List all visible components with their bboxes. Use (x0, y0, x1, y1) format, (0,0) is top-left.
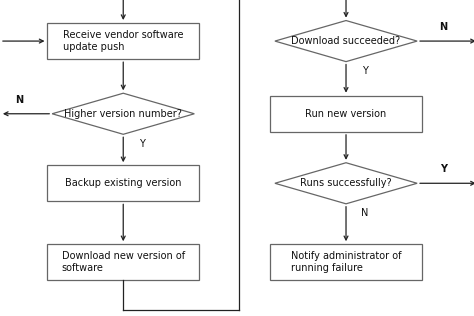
FancyBboxPatch shape (270, 95, 422, 132)
Text: N: N (361, 208, 369, 218)
Text: Runs successfully?: Runs successfully? (300, 178, 392, 188)
Polygon shape (275, 163, 417, 204)
FancyBboxPatch shape (270, 244, 422, 281)
FancyBboxPatch shape (47, 165, 199, 202)
FancyBboxPatch shape (47, 244, 199, 281)
Text: N: N (15, 94, 23, 105)
FancyBboxPatch shape (47, 23, 199, 59)
Text: Receive vendor software
update push: Receive vendor software update push (63, 30, 183, 52)
Text: Backup existing version: Backup existing version (65, 178, 182, 188)
Text: Run new version: Run new version (305, 109, 387, 119)
Polygon shape (275, 21, 417, 62)
Text: Download succeeded?: Download succeeded? (292, 36, 401, 46)
Text: Download new version of
software: Download new version of software (62, 251, 185, 273)
Text: Higher version number?: Higher version number? (64, 109, 182, 119)
Text: N: N (439, 22, 447, 32)
Text: Notify administrator of
running failure: Notify administrator of running failure (291, 251, 401, 273)
Text: Y: Y (362, 66, 368, 76)
Text: Y: Y (440, 164, 447, 174)
Text: Y: Y (139, 139, 145, 149)
Polygon shape (52, 93, 194, 134)
